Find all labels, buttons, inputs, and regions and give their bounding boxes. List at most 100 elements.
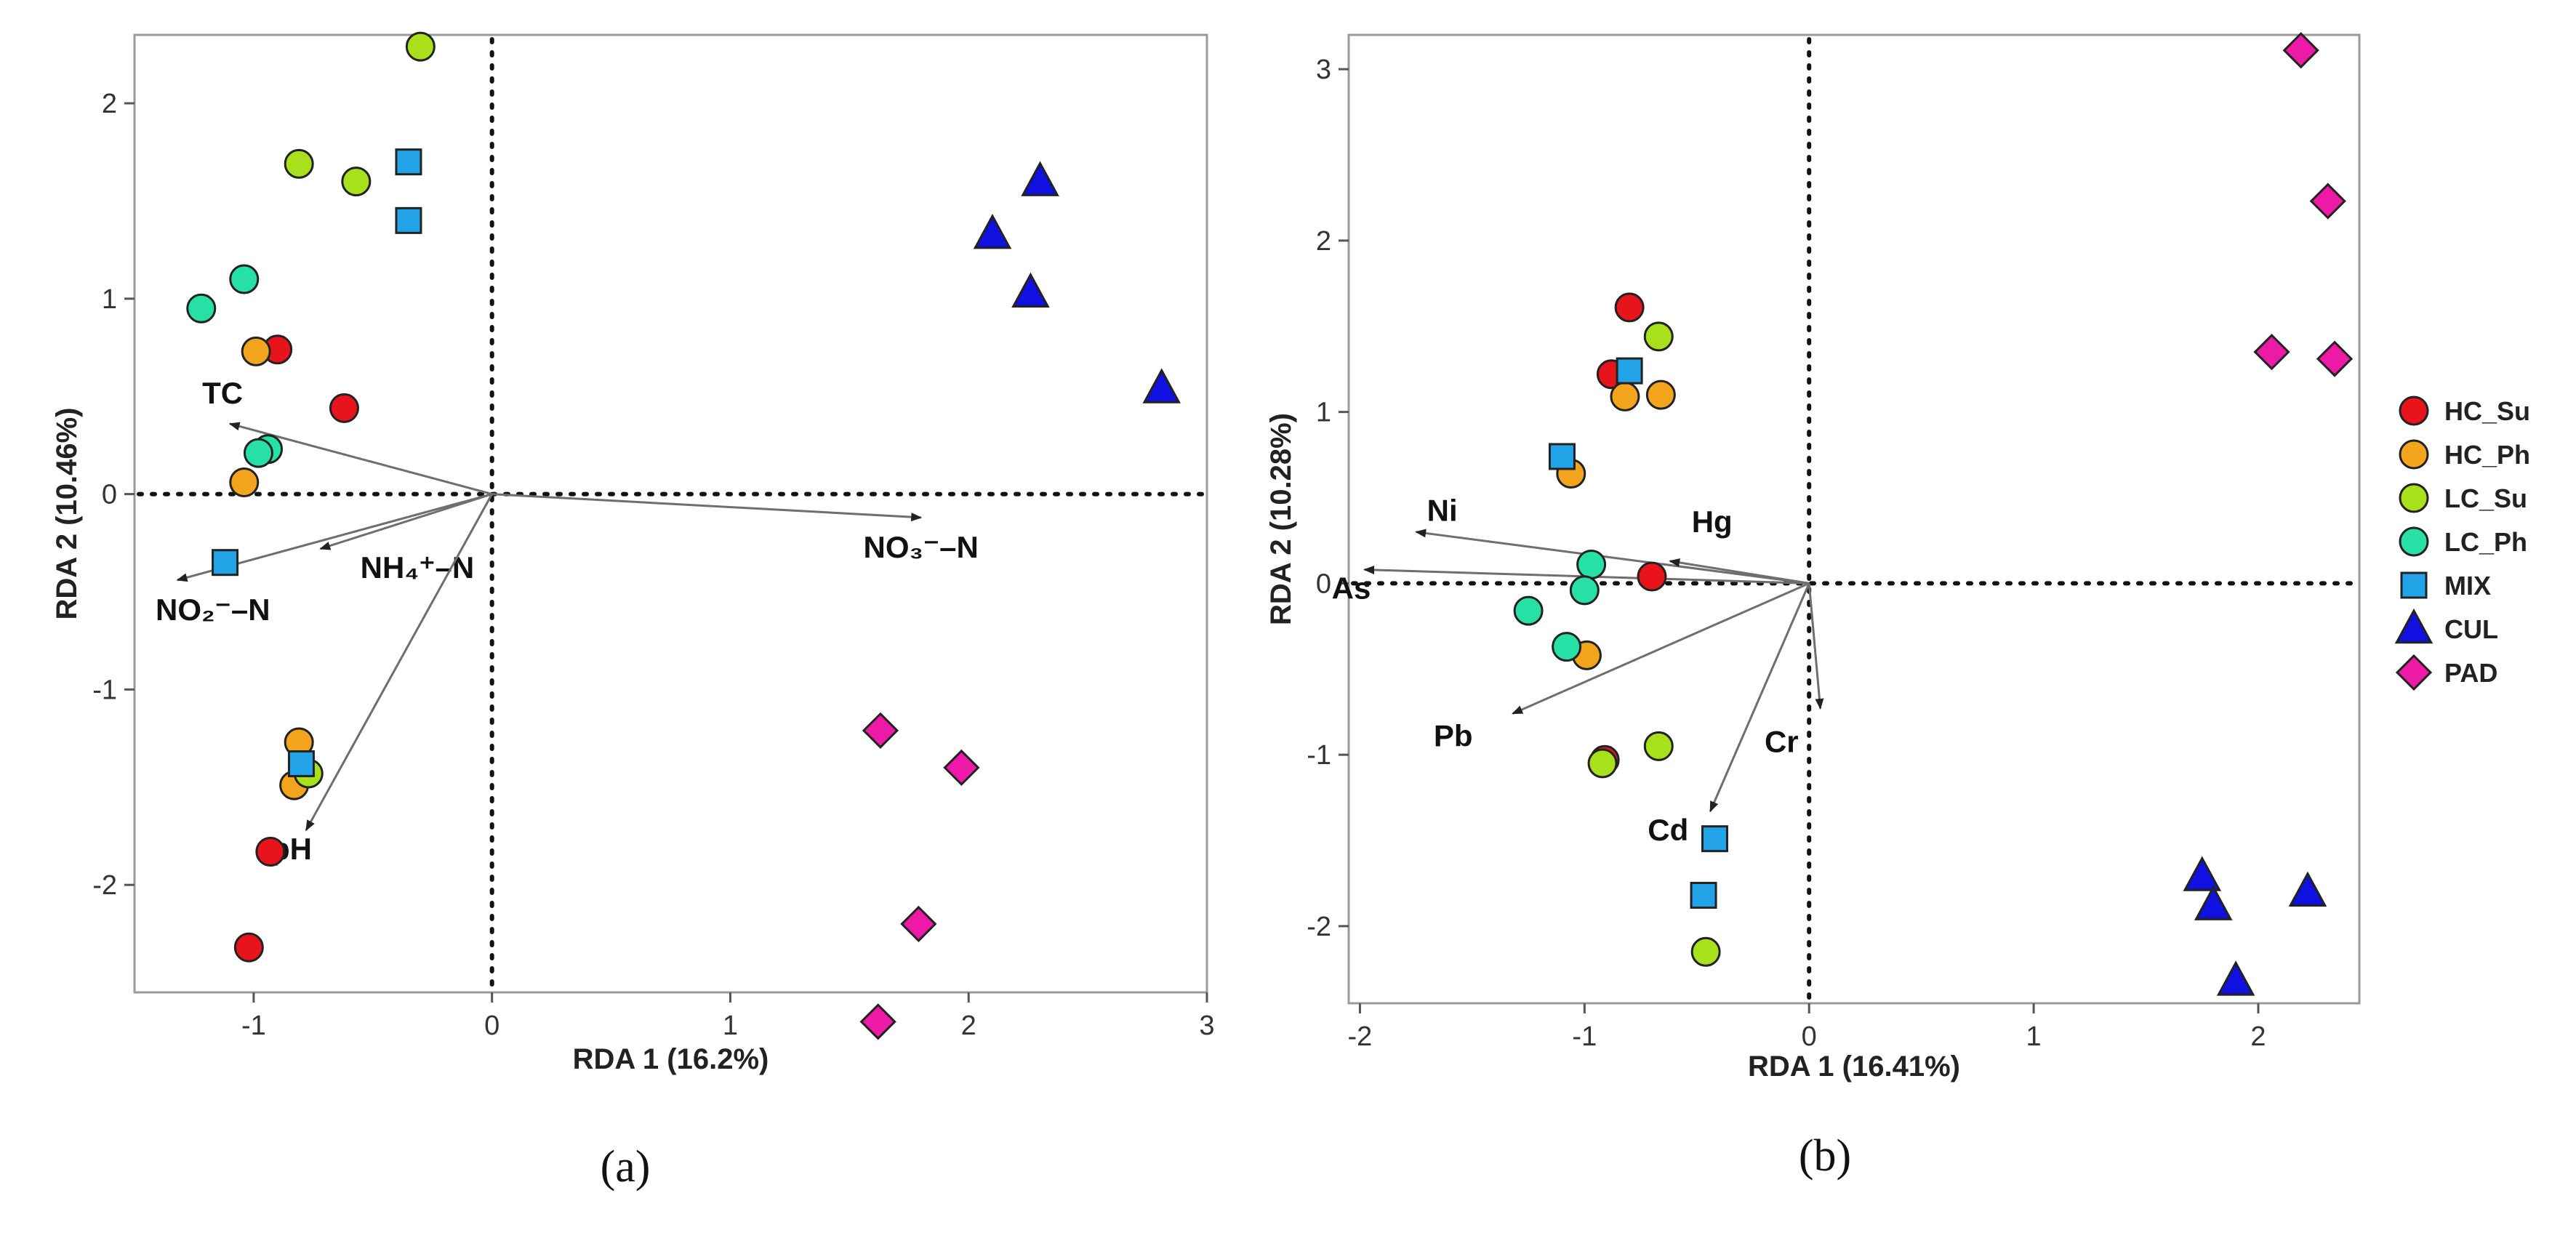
legend-key-hc-ph (2399, 439, 2429, 470)
point-lc-ph (1569, 575, 1600, 606)
point-mix (1701, 825, 1728, 853)
point-mix (212, 549, 239, 577)
y-tick-label: -2 (1307, 912, 1331, 942)
point-pad (859, 1003, 896, 1040)
panel-b: -2 -1 0 1 2 -2 -1 0 1 2 3 Ni Hg As Pb Cr Cd RDA 1 (16.41%… (1265, 32, 2361, 1181)
point-cul (2288, 871, 2327, 907)
point-lc-ph (186, 293, 217, 324)
x-tick-label: -1 (241, 1011, 266, 1041)
x-axis-title: RDA 1 (16.2%) (573, 1043, 769, 1075)
y-tick-label: 2 (102, 89, 117, 119)
x-tick-label: 3 (1199, 1011, 1214, 1041)
point-cul (2183, 856, 2222, 891)
x-tick-label: 0 (484, 1011, 499, 1041)
vector-arrow (305, 493, 493, 832)
point-cul (2194, 885, 2233, 920)
y-tick-label: 3 (1316, 55, 1331, 85)
y-axis-title: RDA 2 (10.28%) (1265, 413, 1297, 625)
point-lc-ph (1576, 549, 1607, 579)
panel-caption: (b) (1799, 1131, 1851, 1181)
legend-label: LC_Su (2444, 483, 2527, 513)
vector-arrow (1512, 582, 1810, 715)
point-hc-su (329, 393, 359, 423)
x-tick-label: 1 (723, 1011, 738, 1041)
point-lc-ph (1552, 632, 1582, 662)
y-tick-label: 0 (1316, 569, 1331, 599)
y-tick-label: -1 (1307, 740, 1331, 771)
y-tick-label: -2 (92, 870, 117, 901)
vector-label: Cd (1648, 813, 1688, 847)
point-hc-su (255, 836, 286, 867)
legend-label: LC_Ph (2444, 527, 2527, 557)
point-cul (1021, 161, 1059, 196)
legend: HC_Su HC_Ph LC_Su LC_Ph MIX CUL PAD (2394, 395, 2530, 691)
y-tick-label: 1 (102, 284, 117, 315)
point-cul (973, 214, 1012, 249)
y-axis-title: RDA 2 (10.46%) (51, 408, 83, 620)
vector-label: NO₃⁻–N (864, 530, 979, 564)
point-mix (1548, 443, 1576, 470)
point-pad (900, 905, 937, 943)
point-cul (1011, 272, 1050, 308)
point-lc-su (405, 31, 436, 62)
point-pad (2309, 182, 2346, 220)
legend-key-lc-su (2399, 483, 2429, 513)
vector-label: Cr (1765, 725, 1799, 759)
vector-label: Ni (1427, 494, 1458, 528)
point-cul (1142, 368, 1181, 403)
y-tick-label: -1 (92, 675, 117, 705)
legend-key-hc-su (2399, 395, 2429, 426)
point-lc-ph (243, 438, 273, 468)
point-mix (395, 148, 422, 176)
y-tick-label: 2 (1316, 226, 1331, 257)
legend-label: MIX (2444, 571, 2491, 601)
point-lc-su (1643, 321, 1674, 352)
point-mix (1690, 881, 1717, 909)
point-lc-su (1690, 936, 1721, 967)
legend-key-pad (2395, 654, 2433, 691)
vector-label: Pb (1434, 719, 1473, 753)
point-hc-su (1637, 561, 1667, 592)
vector-arrow (319, 493, 493, 550)
legend-label: CUL (2444, 614, 2498, 644)
point-lc-ph (229, 264, 260, 294)
vector-label: As (1332, 571, 1371, 606)
point-mix (1616, 357, 1643, 385)
vector-label: NO₂⁻–N (156, 593, 270, 627)
point-hc-ph (229, 467, 260, 497)
legend-label: HC_Su (2444, 396, 2530, 426)
point-lc-su (1643, 731, 1674, 761)
vector-arrow (491, 493, 923, 522)
point-lc-su (284, 148, 314, 179)
x-tick-label: -2 (1348, 1021, 1373, 1052)
vector-arrow (1709, 582, 1810, 813)
x-axis-title: RDA 1 (16.41%) (1748, 1051, 1960, 1083)
point-hc-ph (1645, 379, 1676, 410)
legend-label: HC_Ph (2444, 440, 2530, 470)
point-lc-su (341, 166, 372, 197)
point-pad (2253, 334, 2290, 371)
point-hc-su (233, 932, 264, 963)
point-pad (2282, 32, 2319, 69)
vector-label: NH₄⁺–N (361, 550, 475, 585)
vector-arrow (1807, 583, 1824, 710)
plot-area (1347, 33, 2361, 1005)
point-mix (287, 750, 315, 778)
legend-key-mix (2400, 571, 2428, 599)
point-cul (2216, 960, 2255, 996)
x-tick-label: 2 (961, 1011, 976, 1041)
legend-key-cul (2394, 608, 2433, 644)
x-tick-label: 2 (2250, 1021, 2266, 1052)
legend-label: PAD (2444, 658, 2497, 688)
y-tick-label: 1 (1316, 398, 1331, 428)
panel-caption: (a) (601, 1142, 651, 1192)
point-pad (862, 712, 899, 749)
point-pad (943, 749, 980, 787)
point-hc-su (1614, 292, 1645, 323)
y-tick-label: 0 (102, 480, 117, 510)
x-tick-label: -1 (1572, 1021, 1597, 1052)
point-lc-su (1587, 748, 1618, 779)
vector-arrow (1669, 558, 1810, 585)
vector-label: TC (202, 376, 243, 410)
point-hc-ph (1610, 381, 1640, 411)
